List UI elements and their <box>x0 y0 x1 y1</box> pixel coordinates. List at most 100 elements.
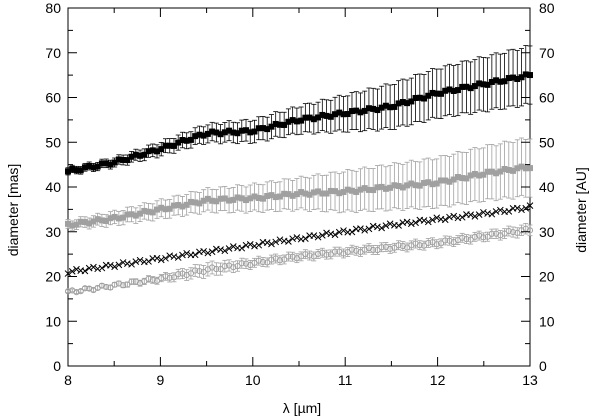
data-point-circle <box>437 240 445 247</box>
data-point-square <box>149 209 156 216</box>
data-point-square <box>293 118 300 125</box>
data-point-circle <box>77 288 84 295</box>
data-point-circle <box>86 285 93 292</box>
data-point-square <box>522 71 529 78</box>
data-point-cross <box>179 251 186 259</box>
y2-tick-label: 70 <box>539 45 555 61</box>
data-point-square <box>132 212 139 219</box>
data-point-square <box>395 100 402 107</box>
data-point-cross <box>128 260 135 268</box>
data-point-square <box>310 116 317 123</box>
data-point-cross <box>246 241 254 248</box>
data-point-square <box>332 188 339 195</box>
y2-axis-title: diameter [AU] <box>573 167 589 253</box>
data-point-circle <box>467 236 474 243</box>
data-point-square <box>361 185 368 192</box>
data-point-square <box>514 165 521 172</box>
data-point-cross <box>145 258 152 265</box>
data-point-circle <box>331 248 339 255</box>
y-tick-label: 70 <box>45 45 61 61</box>
data-point-circle <box>323 251 330 258</box>
data-point-square <box>149 147 156 154</box>
data-point-cross <box>73 265 80 273</box>
data-point-circle <box>217 265 224 273</box>
data-point-square <box>425 92 432 99</box>
data-point-square <box>81 219 88 226</box>
y2-tick-label: 30 <box>539 224 555 240</box>
data-point-square <box>493 170 500 177</box>
data-point-circle <box>213 265 220 273</box>
data-point-circle <box>314 250 322 258</box>
data-point-square <box>467 172 474 179</box>
data-point-circle <box>526 227 534 234</box>
data-point-cross <box>314 233 322 241</box>
data-point-square <box>408 98 415 105</box>
data-point-square <box>196 131 203 138</box>
y-axis-title: diameter [mas] <box>5 164 21 257</box>
y2-tick-label: 10 <box>539 313 555 329</box>
data-point-square <box>234 130 241 137</box>
y-tick-label: 80 <box>45 0 61 16</box>
data-point-cross <box>488 210 496 218</box>
data-point-circle <box>471 233 478 240</box>
data-point-square <box>302 190 309 197</box>
data-point-square <box>259 125 266 132</box>
data-point-square <box>332 111 339 118</box>
data-point-cross <box>85 264 93 272</box>
data-point-square <box>480 171 487 178</box>
data-point-cross <box>407 220 415 228</box>
data-point-square <box>518 163 525 170</box>
data-point-square <box>442 87 449 94</box>
data-point-cross <box>310 232 318 239</box>
x-tick-label: 12 <box>430 372 446 388</box>
data-point-square <box>145 148 152 155</box>
data-point-cross <box>119 259 127 266</box>
data-point-square <box>170 142 177 149</box>
data-point-cross <box>374 223 381 231</box>
data-point-square <box>179 137 186 144</box>
data-point-circle <box>399 242 406 250</box>
data-point-cross <box>378 224 386 232</box>
data-point-circle <box>234 262 241 270</box>
data-point-square <box>476 80 483 87</box>
data-point-square <box>323 112 330 119</box>
data-point-square <box>281 121 288 128</box>
data-point-cross <box>335 228 343 236</box>
data-point-cross <box>458 213 466 221</box>
data-point-cross <box>208 248 216 256</box>
data-point-square <box>289 117 296 124</box>
data-point-square <box>471 170 478 177</box>
data-point-cross <box>132 258 140 265</box>
data-point-square <box>395 183 402 190</box>
data-point-square <box>505 166 512 173</box>
data-point-square <box>315 188 322 195</box>
data-point-square <box>73 167 80 174</box>
data-point-square <box>429 89 436 96</box>
data-point-square <box>204 195 211 202</box>
data-point-cross <box>183 249 191 257</box>
data-point-circle <box>488 230 495 237</box>
data-point-square <box>514 76 521 83</box>
data-point-square <box>391 103 398 110</box>
data-point-square <box>264 126 271 133</box>
data-point-circle <box>433 241 440 248</box>
data-point-square <box>399 99 406 106</box>
data-point-circle <box>459 234 466 241</box>
data-point-cross <box>98 264 106 272</box>
data-point-square <box>527 165 533 172</box>
data-point-square <box>217 195 224 202</box>
data-point-circle <box>196 267 203 275</box>
data-point-square <box>204 130 211 137</box>
data-point-square <box>488 168 495 175</box>
data-point-square <box>522 165 529 172</box>
data-point-square <box>353 107 360 114</box>
data-point-square <box>115 215 122 222</box>
data-point-square <box>141 151 148 158</box>
data-point-square <box>111 213 118 220</box>
data-point-cross <box>153 254 161 262</box>
data-point-square <box>213 129 220 136</box>
data-point-square <box>98 160 105 167</box>
y-tick-label: 60 <box>45 90 61 106</box>
data-point-circle <box>370 246 377 254</box>
data-point-square <box>107 161 114 168</box>
